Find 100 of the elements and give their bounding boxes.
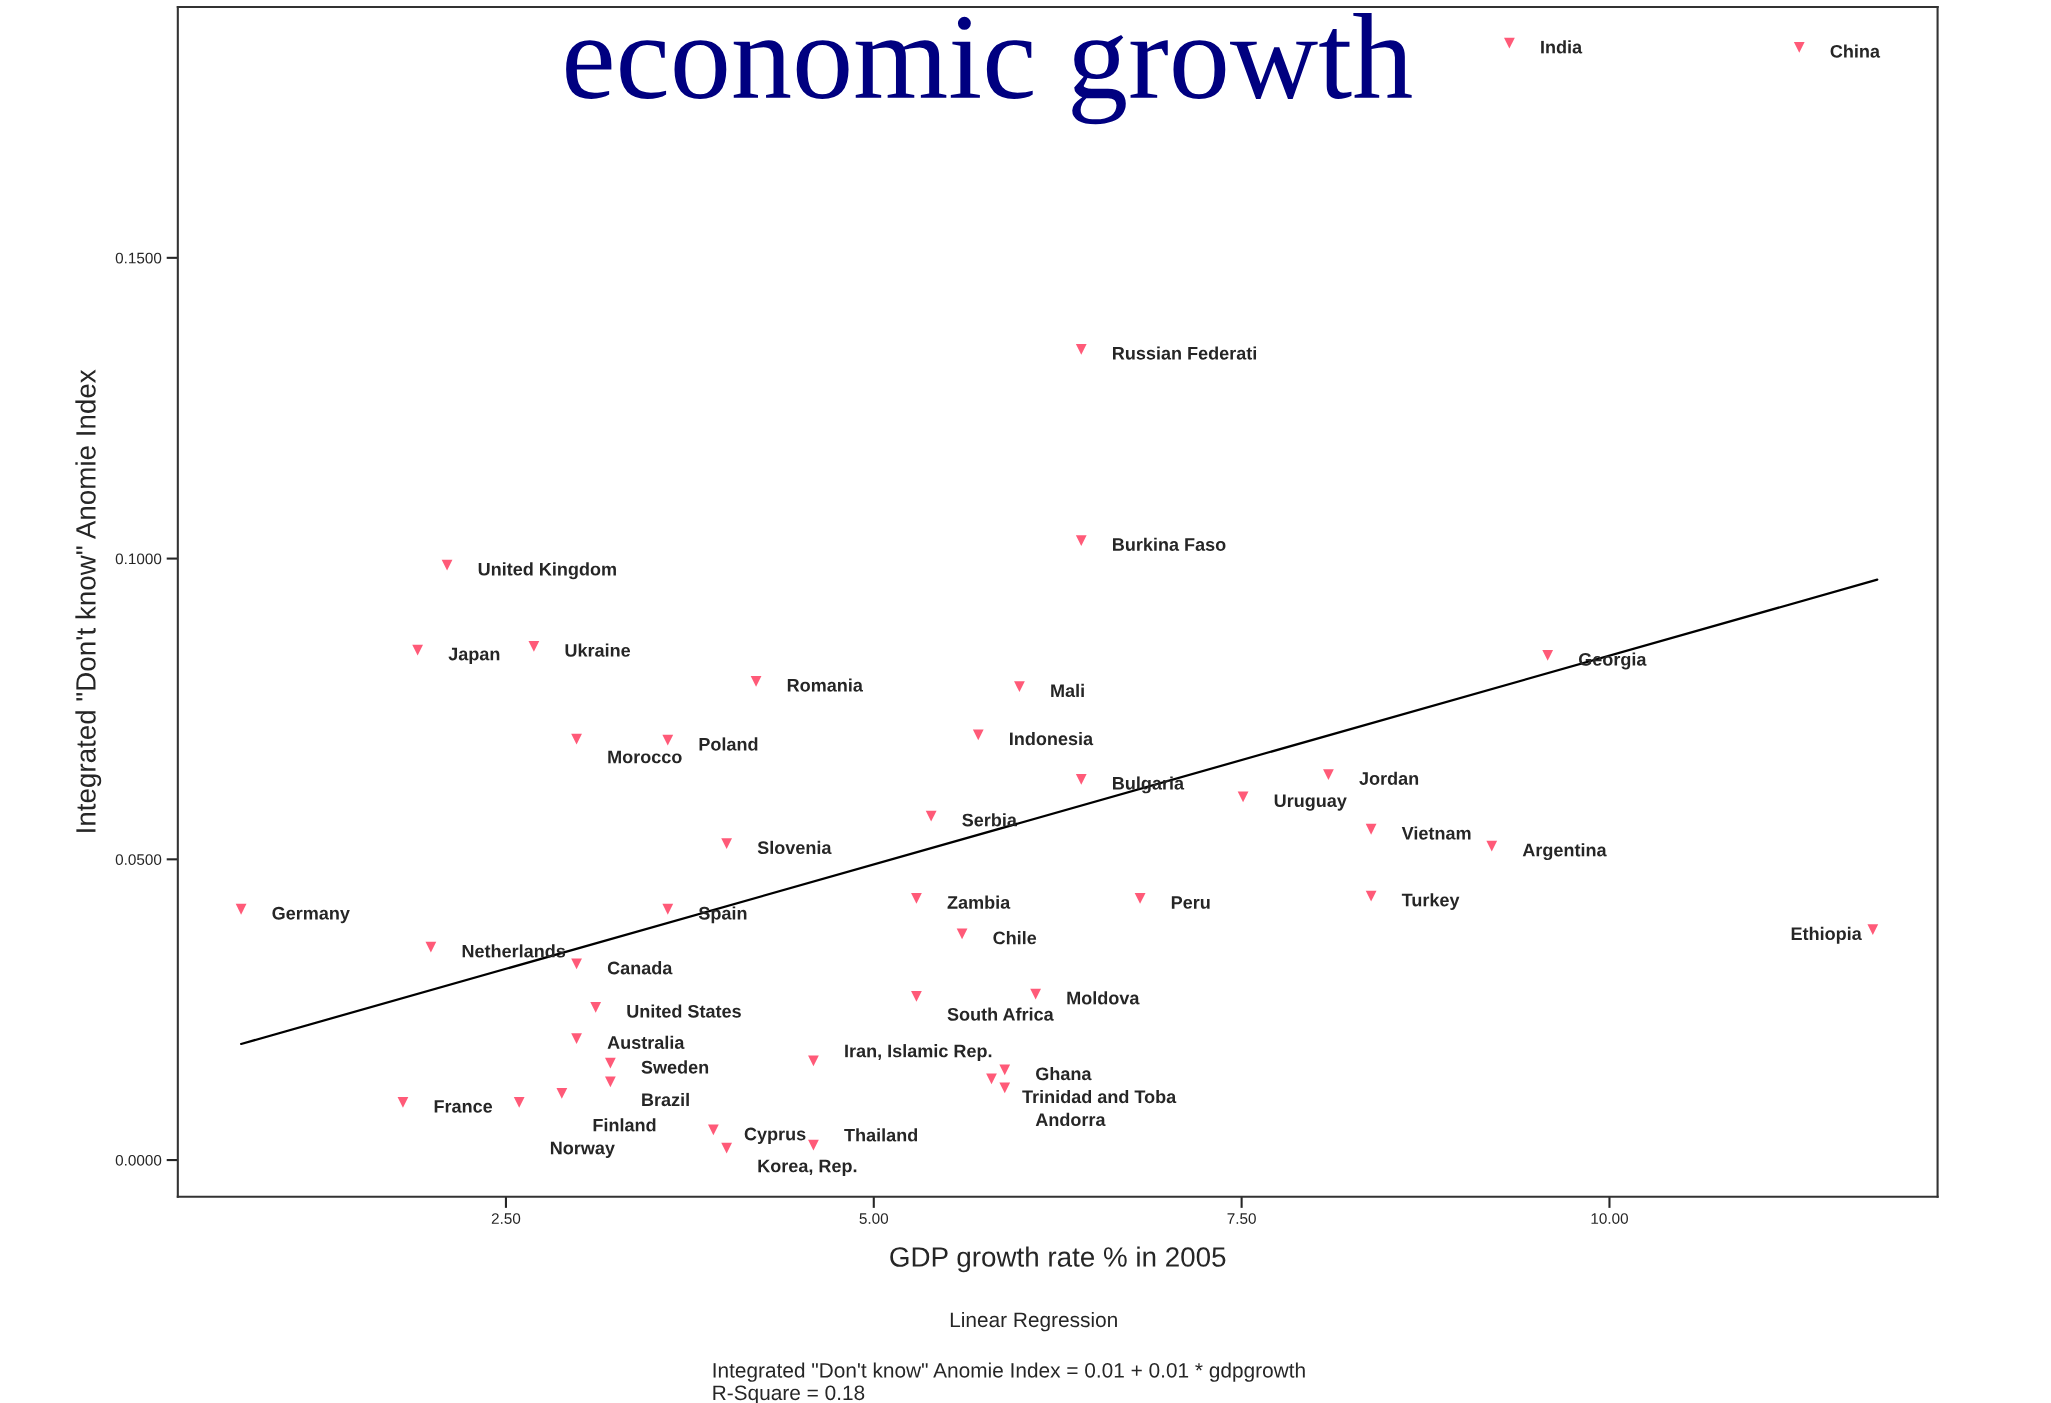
point: [808, 1139, 819, 1151]
annotation: Moldova: [1067, 991, 1140, 1005]
annotation: Uruguay: [1274, 794, 1347, 811]
point: [1075, 343, 1087, 355]
y-tick-label: 0.1500: [115, 252, 162, 264]
annotation: Finland: [593, 1118, 656, 1132]
annotation: Ghana: [1036, 1066, 1092, 1081]
annotation: Ethiopia: [1791, 926, 1862, 944]
annotation: Argentina: [1522, 843, 1607, 861]
annotation: Spain: [698, 906, 747, 924]
point: [1867, 924, 1879, 936]
point: [662, 903, 674, 915]
annotation: Korea, Rep.: [758, 1159, 857, 1176]
point: [1323, 769, 1334, 780]
annotation: Mali: [1051, 683, 1084, 698]
annotation: Poland: [699, 737, 758, 751]
point: [1365, 890, 1377, 902]
point: [556, 1087, 568, 1099]
point: [590, 1001, 602, 1013]
point: [441, 559, 453, 571]
y-tick-label: 0.1000: [115, 553, 162, 565]
annotation: South Africa: [947, 1007, 1054, 1021]
point: [1486, 840, 1498, 852]
y-tick-label: 0.0500: [115, 854, 162, 866]
annotation: France: [434, 1100, 493, 1113]
annotation: United Kingdom: [478, 562, 616, 580]
point: [605, 1057, 616, 1069]
annotation: Georgia: [1578, 652, 1647, 670]
point: [513, 1096, 525, 1108]
point: [721, 838, 733, 850]
annotation: Russian Federati: [1113, 346, 1257, 360]
annotation: Turkey: [1401, 893, 1460, 910]
point: [1075, 535, 1087, 546]
annotation: Japan: [448, 647, 500, 664]
point: [972, 729, 984, 741]
point: [571, 1033, 582, 1044]
point: [425, 941, 437, 953]
annotation: Burkina Faso: [1113, 537, 1226, 551]
point: [708, 1124, 719, 1136]
annotation: Jordan: [1359, 771, 1419, 785]
annotation: Ukraine: [565, 643, 631, 657]
point: [605, 1076, 616, 1088]
annotation: Chile: [993, 931, 1037, 945]
annotation: Morocco: [608, 750, 682, 764]
annotation: Sweden: [641, 1060, 709, 1074]
point: [571, 733, 582, 745]
annotation: Zambia: [947, 895, 1011, 909]
annotation: United States: [627, 1004, 741, 1018]
text: Linear Regression: [950, 1311, 1117, 1332]
point: [911, 991, 922, 1002]
point: [1793, 41, 1805, 53]
point: [397, 1096, 409, 1108]
chart-title: economic growth: [566, 12, 1412, 125]
annotation: Cyprus: [744, 1127, 806, 1144]
x-tick-label: 5.00: [859, 1213, 889, 1224]
annotation: Netherlands: [462, 944, 566, 958]
point: [1134, 893, 1146, 904]
point: [528, 641, 540, 652]
point: [721, 1142, 733, 1154]
annotation: Indonesia: [1010, 731, 1094, 746]
text: Integrated "Don't know" Anomie Index = 0.01 + 0.01 * gdpgrowth: [713, 1362, 1305, 1382]
point: [750, 675, 762, 687]
point: [1237, 791, 1249, 803]
annotation: Peru: [1171, 896, 1210, 909]
point: [412, 644, 424, 656]
point: [999, 1064, 1011, 1076]
point: [1014, 681, 1025, 693]
annotation: Trinidad and Toba: [1022, 1089, 1177, 1104]
point: [1030, 988, 1042, 1000]
point: [911, 893, 922, 904]
annotation: Iran, Islamic Rep.: [845, 1044, 992, 1061]
x-tick-label: 2.50: [491, 1213, 521, 1224]
annotation: Serbia: [962, 813, 1018, 827]
annotation: Brazil: [642, 1092, 689, 1107]
y-tick-label: 0.0000: [115, 1154, 162, 1166]
annotation: Australia: [607, 1035, 685, 1049]
annotation: Vietnam: [1401, 826, 1471, 840]
point: [999, 1082, 1011, 1094]
annotation: China: [1830, 44, 1881, 58]
annotation: Slovenia: [757, 840, 832, 855]
annotation: Norway: [550, 1141, 615, 1158]
point: [1075, 773, 1087, 785]
annotation: Germany: [272, 906, 350, 924]
point: [1504, 37, 1515, 49]
point: [808, 1055, 819, 1067]
x-tick-label: 7.50: [1227, 1213, 1256, 1224]
point: [986, 1073, 997, 1085]
annotation: India: [1541, 40, 1583, 54]
annotation: Romania: [787, 678, 863, 692]
y-axis-title: Integrated "Don't know" Anomie Index: [75, 369, 102, 832]
point: [1365, 823, 1377, 835]
point: [235, 903, 247, 915]
annotation: Canada: [607, 961, 673, 975]
annotation: Andorra: [1035, 1112, 1106, 1127]
x-tick-label: 10.00: [1591, 1213, 1628, 1224]
point: [1542, 650, 1554, 661]
point: [925, 810, 937, 822]
point: [662, 734, 674, 746]
annotation: Thailand: [844, 1128, 918, 1142]
x-axis-title: GDP growth rate % in 2005: [890, 1246, 1226, 1273]
